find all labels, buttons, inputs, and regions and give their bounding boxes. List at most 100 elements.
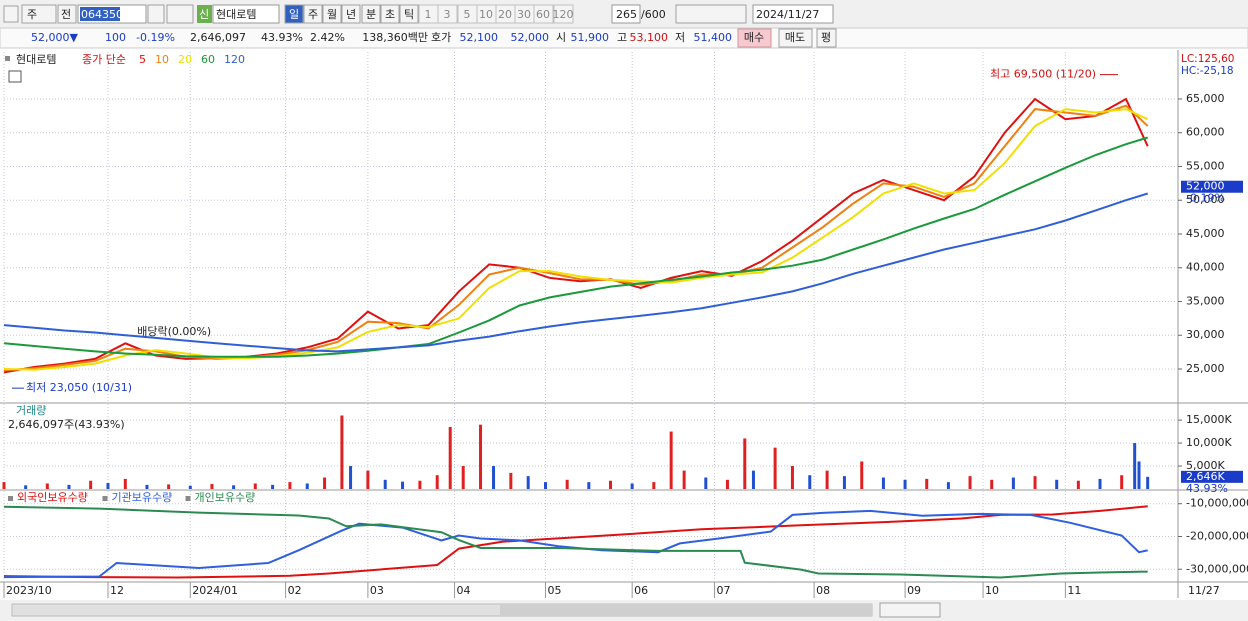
volume-bar — [669, 431, 673, 489]
volume-bar — [67, 484, 71, 489]
period-select[interactable] — [21, 4, 57, 24]
interval-btn[interactable] — [533, 4, 554, 24]
scope: 전 — [61, 8, 71, 21]
period-btn[interactable] — [284, 4, 304, 24]
volume-bar — [167, 484, 171, 489]
lc-label: LC:125,60 — [1181, 53, 1234, 65]
volume-bar — [751, 470, 755, 489]
series-line — [3, 97, 1149, 374]
nav-buttons[interactable] — [879, 602, 941, 618]
series-line — [3, 136, 1148, 358]
hc-label: HC:-25,18 — [1181, 65, 1234, 77]
period-btn[interactable] — [380, 4, 400, 24]
info-price: 52,000▼ — [31, 31, 78, 44]
volume-subtitle: 2,646,097주(43.93%) — [8, 418, 125, 431]
x-tick-label: 09 — [907, 584, 921, 597]
volume-bar — [305, 483, 309, 489]
scope-btn[interactable] — [57, 4, 77, 24]
count-box[interactable] — [611, 4, 641, 24]
legend-entry: 5 — [139, 53, 146, 66]
interval-label: 3 — [444, 8, 451, 21]
legend-entry: 기관보유수량 — [112, 491, 173, 504]
period-btn[interactable] — [322, 4, 342, 24]
interval-btn[interactable] — [553, 4, 574, 24]
y-tick-label: 40,000 — [1186, 261, 1225, 274]
legend-icon — [5, 56, 10, 61]
y-tick-label: 10,000K — [1186, 436, 1232, 449]
x-end-label: 11/27 — [1188, 584, 1220, 597]
badge-bg — [197, 5, 212, 23]
volume-bar — [349, 466, 353, 489]
info-high: 53,100 — [630, 31, 669, 44]
sell-btn[interactable] — [778, 28, 813, 48]
code-highlight — [80, 7, 120, 21]
volume-bar — [652, 482, 656, 489]
interval-label: 1 — [425, 8, 432, 21]
info-bg — [0, 27, 1248, 49]
period-btn[interactable] — [303, 4, 323, 24]
volume-bar — [210, 483, 214, 489]
volume-bar — [1146, 476, 1150, 489]
volume-bar — [544, 482, 548, 489]
info-bid: 52,000 — [511, 31, 550, 44]
y-tick-label: 65,000 — [1186, 92, 1225, 105]
max-count: /600 — [641, 8, 666, 21]
volume-bar — [925, 478, 929, 489]
legend-icon — [102, 496, 108, 501]
volume-bar — [106, 483, 110, 489]
volume-bar — [587, 482, 591, 489]
volume-bar — [323, 477, 327, 489]
avg-btn[interactable] — [816, 28, 837, 48]
info-change-rate: -0.19% — [136, 31, 175, 44]
buy-btn[interactable] — [737, 28, 772, 48]
y-tick-label: 60,000 — [1186, 126, 1225, 139]
info-quote-label: 호가 — [431, 31, 451, 44]
sound-btn[interactable] — [166, 4, 194, 24]
volume-bar — [946, 482, 950, 489]
volume-bar — [565, 479, 569, 489]
volume-bar — [630, 483, 634, 489]
volume-bar — [145, 484, 149, 489]
x-tick-label: 10 — [985, 584, 999, 597]
interval-label: 20 — [498, 8, 512, 21]
series-line — [3, 505, 1148, 579]
volume-bar — [418, 480, 422, 489]
volume-bar — [1098, 478, 1102, 489]
period-label: 일 — [289, 7, 299, 21]
period-label: 틱 — [404, 8, 414, 21]
volume-bar — [435, 475, 439, 489]
volume-bar — [825, 470, 829, 489]
volume-bar — [1137, 461, 1141, 489]
tool-icons[interactable] — [675, 4, 747, 24]
info-ratio: 2.42% — [310, 31, 345, 44]
badge: 신 — [199, 8, 209, 21]
period-label: 년 — [346, 8, 356, 21]
volume-bar — [881, 477, 885, 489]
volume-bar — [903, 479, 907, 489]
period-btn[interactable] — [361, 4, 381, 24]
stock-name: 현대로템 — [216, 8, 256, 21]
interval-btn[interactable] — [437, 4, 458, 24]
info-amount: 138,360백만 — [362, 31, 428, 44]
volume-bar — [990, 479, 994, 489]
last-volume-ratio: 43.93% — [1186, 482, 1228, 495]
legend-entry: 120 — [224, 53, 245, 66]
search-btn[interactable] — [147, 4, 165, 24]
legend-entry: 개인보유수량 — [195, 491, 256, 504]
zoom-tools[interactable] — [948, 603, 1243, 617]
date-box[interactable] — [752, 4, 834, 24]
x-tick-label: 05 — [548, 584, 562, 597]
period-label: 초 — [385, 8, 395, 21]
x-tick-label: 08 — [816, 584, 830, 597]
table-icon[interactable] — [8, 70, 22, 83]
volume-bar — [526, 476, 530, 489]
period-btn[interactable] — [341, 4, 361, 24]
period-label: 분 — [366, 8, 376, 21]
y-tick-label: -10,000,000 — [1186, 497, 1248, 510]
avg: 평 — [821, 31, 831, 44]
volume-bar — [271, 484, 275, 489]
volume-bar — [461, 466, 465, 489]
period-btn[interactable] — [399, 4, 419, 24]
menu-icon[interactable] — [3, 5, 19, 23]
scroll-thumb[interactable] — [500, 604, 872, 616]
